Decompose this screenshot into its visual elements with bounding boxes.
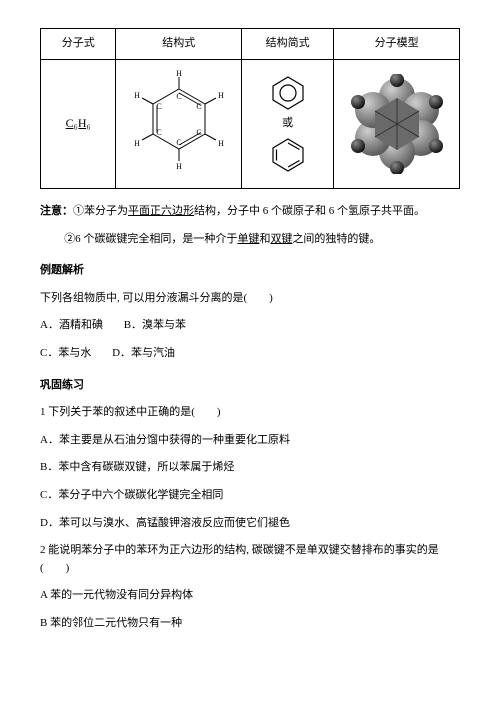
th-structural: 结构式: [116, 29, 242, 60]
svg-text:H: H: [218, 91, 224, 100]
cell-structural: H H H H H H C C C C C C: [116, 60, 242, 189]
benzene-ring-circle-icon: [266, 73, 310, 113]
note1a: ①苯分子为: [73, 205, 128, 217]
page: 分子式 结构式 结构简式 分子模型 C₆H₆: [0, 0, 500, 708]
th-condensed: 结构简式: [242, 29, 334, 60]
note-line-2: ②6 个碳碳键完全相同，是一种介于单键和双键之间的独特的键。: [40, 231, 460, 249]
note-label: 注意：: [40, 205, 73, 217]
svg-text:H: H: [218, 139, 224, 148]
q1-opt-d: D．苯可以与溴水、高锰酸钾溶液反应而使它们褪色: [40, 515, 460, 533]
q2-opt-a: A 苯的一元代物没有同分异构体: [40, 587, 460, 605]
q2-opt-b: B 苯的邻位二元代物只有一种: [40, 615, 460, 633]
note2m: 和: [259, 233, 270, 245]
example-opt-c: C．苯与水: [40, 345, 91, 363]
note1u: 平面正六边形: [128, 205, 194, 217]
structure-table: 分子式 结构式 结构简式 分子模型 C₆H₆: [40, 28, 460, 189]
example-opt-d: D．苯与汽油: [112, 345, 175, 363]
cell-model: [334, 60, 460, 189]
note-line-1: 注意：①苯分子为平面正六边形结构，分子中 6 个碳原子和 6 个氢原子共平面。: [40, 203, 460, 221]
svg-text:C: C: [196, 102, 201, 111]
spacefill-model-icon: [347, 74, 447, 174]
q1-opt-a: A．苯主要是从石油分馏中获得的一种重要化工原料: [40, 432, 460, 450]
example-opt-b: B．溴苯与苯: [124, 317, 186, 335]
svg-text:C: C: [196, 128, 201, 137]
svg-text:H: H: [176, 69, 182, 78]
molecular-formula: C₆H₆: [66, 116, 91, 130]
example-options-row1: A．酒精和碘 B．溴苯与苯: [40, 317, 460, 335]
kekule-structure-icon: H H H H H H C C C C C C: [129, 69, 229, 179]
example-options-row2: C．苯与水 D．苯与汽油: [40, 345, 460, 363]
example-heading: 例题解析: [40, 262, 460, 280]
th-formula: 分子式: [41, 29, 116, 60]
q1-stem: 1 下列关于苯的叙述中正确的是( ): [40, 404, 460, 422]
benzene-ring-kekule-icon: [266, 135, 310, 175]
note1b: 结构，分子中 6 个碳原子和 6 个氢原子共平面。: [194, 205, 425, 217]
q2-stem: 2 能说明苯分子中的苯环为正六边形的结构, 碳碳键不是单双键交替排布的事实的是(…: [40, 542, 460, 577]
note2b: 之间的独特的键。: [292, 233, 380, 245]
svg-text:C: C: [176, 138, 181, 147]
note2a: ②6 个碳碳键完全相同，是一种介于: [64, 233, 237, 245]
svg-text:C: C: [156, 128, 161, 137]
q1-opt-b: B．苯中含有碳碳双键，所以苯属于烯烃: [40, 459, 460, 477]
example-stem: 下列各组物质中, 可以用分液漏斗分离的是( ): [40, 290, 460, 308]
th-model: 分子模型: [334, 29, 460, 60]
q1-opt-c: C．苯分子中六个碳碳化学键完全相同: [40, 487, 460, 505]
svg-text:H: H: [134, 139, 140, 148]
cell-formula: C₆H₆: [41, 60, 116, 189]
svg-text:C: C: [176, 92, 181, 101]
practice-heading: 巩固练习: [40, 377, 460, 395]
example-opt-a: A．酒精和碘: [40, 317, 103, 335]
note2u2: 双键: [270, 233, 292, 245]
svg-text:H: H: [134, 91, 140, 100]
or-text: 或: [244, 115, 331, 133]
cell-condensed: 或: [242, 60, 334, 189]
note2u1: 单键: [237, 233, 259, 245]
svg-text:C: C: [156, 102, 161, 111]
svg-text:H: H: [176, 162, 182, 171]
